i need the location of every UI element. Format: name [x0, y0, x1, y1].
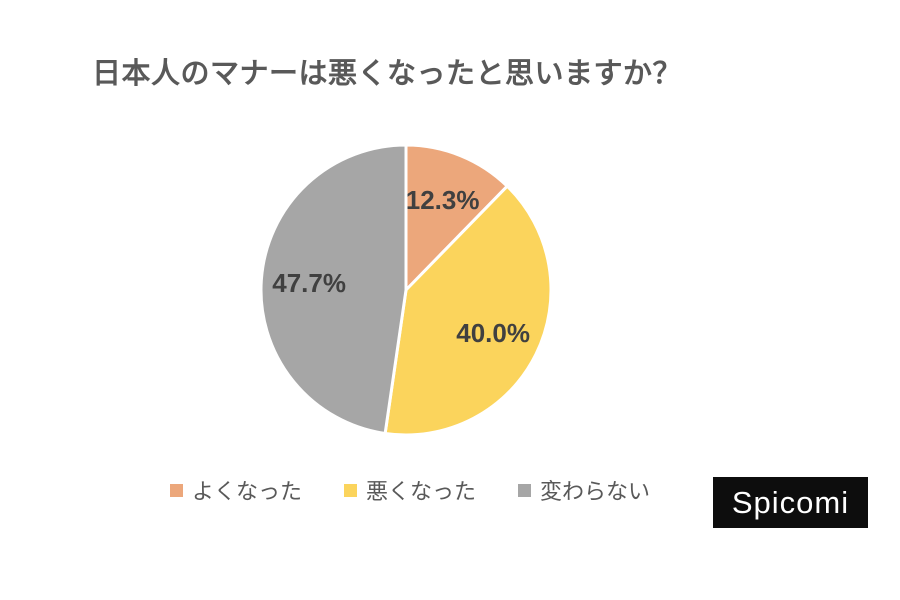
- legend-swatch: [343, 483, 357, 497]
- pie-slice-label: 40.0%: [456, 318, 530, 348]
- pie-slice-label: 12.3%: [406, 185, 480, 215]
- brand-text: Spicomi: [731, 484, 850, 520]
- legend-label: 悪くなった: [365, 479, 476, 504]
- chart-legend: よくなった 悪くなった 変わらない: [0, 474, 820, 506]
- legend-swatch: [169, 483, 183, 497]
- pie-slice-1: [404, 143, 509, 292]
- pie-chart: 12.3% 40.0% 47.7%: [259, 143, 553, 437]
- legend-item: よくなった: [169, 474, 302, 506]
- pie-chart-area: 12.3% 40.0% 47.7%: [226, 110, 586, 470]
- legend-label: よくなった: [191, 479, 302, 504]
- legend-item: 変わらない: [518, 474, 650, 506]
- legend-label: 変わらない: [540, 479, 651, 504]
- pie-slice-label: 47.7%: [272, 268, 346, 298]
- pie-slice-3: [259, 143, 408, 435]
- brand-logo: Spicomi: [713, 477, 868, 528]
- chart-title: 日本人のマナーは悪くなったと思いますか？: [92, 58, 683, 90]
- legend-item: 悪くなった: [343, 474, 476, 506]
- pie-slice-2: [383, 184, 553, 437]
- legend-swatch: [518, 483, 531, 497]
